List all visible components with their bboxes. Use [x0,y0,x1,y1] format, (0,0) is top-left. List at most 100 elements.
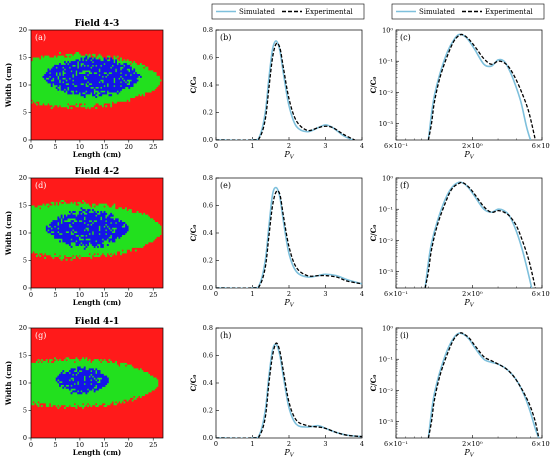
line-panel-4: 0 1 2 3 4 0.0 0.2 0.4 0.6 0.8 PV C/C₀ (e) [189,174,364,308]
panel-label: (i) [400,331,409,340]
plot-frame [215,29,363,141]
y-tick-label: 15 [19,54,27,62]
x-tick-label: 2 [287,142,291,150]
heatmap-title: Field 4-3 [75,19,120,29]
panel-label: (c) [400,33,411,42]
x-tick-label: 1 [250,440,254,448]
y-tick-label: 10 [19,81,27,89]
legend-right: Simulated Experimental [391,3,545,20]
heatmap-panel-6: 0 5 10 15 20 25 0 5 10 15 20 Field 4-1 Length (cm) Wi… [4,317,164,457]
y-tick-label: 5 [23,109,27,117]
y-axis-title: Width (cm) [4,361,13,406]
x-tick-label: 4 [360,142,364,150]
y-axis-title: C/C₀ [369,225,378,242]
x-axis-title: Length (cm) [73,298,121,307]
y-axis-title: Width (cm) [4,211,13,256]
y-tick-label: 15 [19,352,27,360]
heatmap-panel-3: 0 5 10 15 20 25 0 5 10 15 20 Field 4-2 Length (cm) Wi… [4,167,164,307]
y-tick-label: 5 [23,407,27,415]
line-panel-1: 0 1 2 3 4 0.0 0.2 0.4 0.6 0.8 PV C/C₀ (b) [189,26,364,160]
legend-middle-simulated-label: Simulated [239,8,276,16]
plume-outer-region [30,200,162,261]
x-axis-title: Length (cm) [73,448,121,457]
y-tick-label: 10⁻² [379,237,394,245]
x-tick-label: 6×10⁰ [532,290,550,298]
line-panel-7: 0 1 2 3 4 0.0 0.2 0.4 0.6 0.8 PV C/C₀ (h) [189,324,364,458]
x-tick-label: 2 [287,290,291,298]
y-tick-label: 10⁻¹ [379,58,394,66]
simulated-series-line [216,343,362,438]
x-tick-label: 5 [53,291,57,299]
x-tick-label: 0 [29,441,33,449]
simulated-series-line [216,40,354,140]
plot-frame [215,177,363,289]
y-tick-label: 10⁰ [382,175,393,183]
y-tick-label: 0.4 [203,379,213,387]
y-tick-label: 0.6 [203,54,213,62]
x-tick-label: 20 [125,143,133,151]
x-tick-label: 15 [100,441,108,449]
x-tick-label: 3 [323,142,327,150]
y-tick-label: 0.0 [203,284,213,292]
y-tick-label: 10 [19,379,27,387]
y-tick-label: 10 [19,229,27,237]
x-tick-label: 3 [323,290,327,298]
y-tick-label: 10⁰ [382,27,393,35]
y-tick-label: 20 [19,174,27,182]
x-tick-label: 0 [29,143,33,151]
x-tick-label: 0 [29,291,33,299]
x-tick-label: 0 [214,142,218,150]
y-axis-title: C/C₀ [189,77,198,94]
x-tick-label: 10 [76,143,84,151]
plot-frame [395,327,543,439]
y-tick-label: 0.2 [203,109,213,117]
y-tick-label: 0.8 [203,324,213,332]
x-axis-title: PV [463,448,474,459]
x-axis-title: PV [283,448,294,459]
x-tick-label: 20 [125,291,133,299]
y-tick-label: 20 [19,26,27,34]
legend-middle-experimental-label: Experimental [305,8,354,16]
y-axis-title: C/C₀ [369,375,378,392]
y-tick-label: 0 [23,136,27,144]
heatmap-panel-0: 0 5 10 15 20 25 0 5 10 15 20 Field 4-3 Length (cm) Wi… [4,19,164,159]
y-axis-title: C/C₀ [189,375,198,392]
y-tick-label: 0 [23,284,27,292]
panel-label: (a) [35,33,46,42]
x-tick-label: 6×10⁻¹ [384,142,408,150]
y-tick-label: 10⁻² [379,387,394,395]
panel-label: (h) [220,331,231,340]
x-tick-label: 25 [149,291,157,299]
plot-frame [395,29,543,141]
line-panel-2: 10⁻³ 10⁻² 10⁻¹ 10⁰ 6×10⁻¹ 2×10⁰ 6×10⁰ PV C/C₀ (c) [369,27,550,161]
experimental-series-line [424,181,536,288]
x-tick-label: 6×10⁰ [532,142,550,150]
x-tick-label: 6×10⁻¹ [384,440,408,448]
plume-core-region [45,207,129,250]
y-axis-title: C/C₀ [189,225,198,242]
x-tick-label: 3 [323,440,327,448]
x-tick-label: 6×10⁻¹ [384,290,408,298]
x-tick-label: 1 [250,290,254,298]
heatmap-title: Field 4-1 [75,317,120,327]
y-tick-label: 0.6 [203,352,213,360]
x-tick-label: 15 [100,291,108,299]
x-axis-title: Length (cm) [73,150,121,159]
x-axis-title: PV [283,150,294,161]
y-tick-label: 0.0 [203,434,213,442]
x-tick-label: 5 [53,143,57,151]
line-panel-5: 10⁻³ 10⁻² 10⁻¹ 10⁰ 6×10⁻¹ 2×10⁰ 6×10⁰ PV C/C₀ (f) [369,175,550,309]
simulated-series-line [216,186,362,288]
plot-frame [215,327,363,439]
x-tick-label: 0 [214,290,218,298]
experimental-series-line [216,190,362,288]
y-axis-title: C/C₀ [369,77,378,94]
legend-right-experimental-label: Experimental [485,8,534,16]
x-tick-label: 2×10⁰ [462,290,483,298]
y-tick-label: 20 [19,324,27,332]
plume-core-region [42,55,142,99]
x-tick-label: 15 [100,143,108,151]
plume-outer-region [30,52,162,110]
simulated-series-line [427,33,532,140]
